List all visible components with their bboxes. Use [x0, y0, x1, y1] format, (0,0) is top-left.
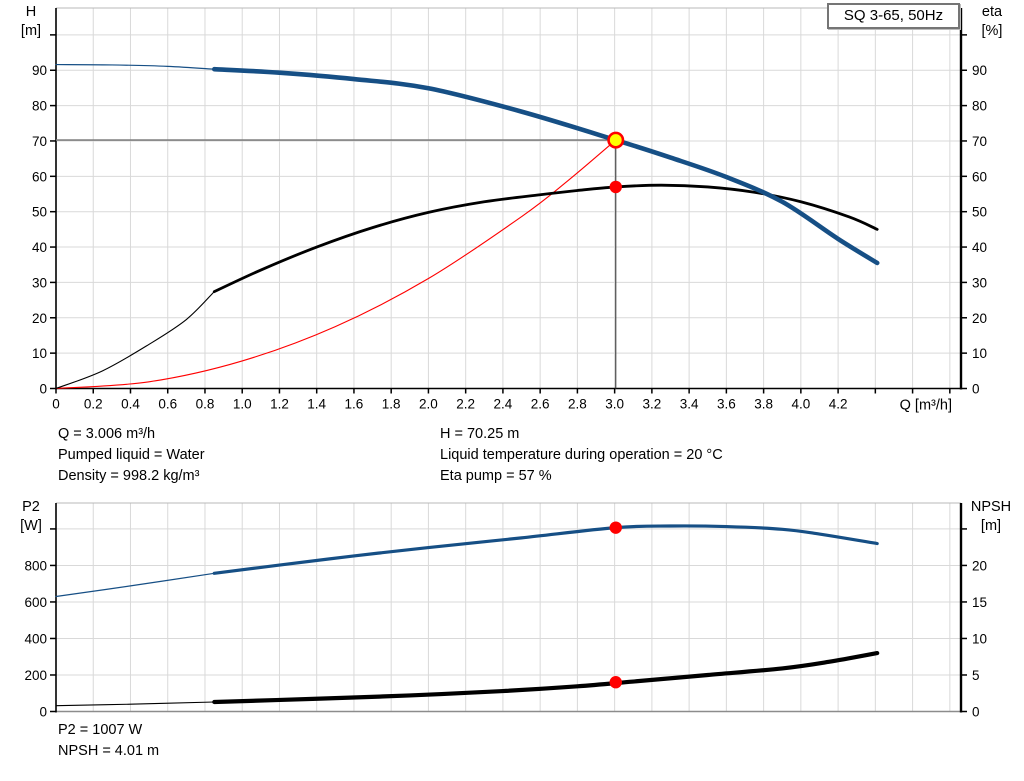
- x-axis-title: Q [m³/h]: [900, 398, 952, 414]
- x-tick-label: 3.6: [717, 397, 736, 412]
- left-tick-label: 40: [32, 240, 47, 255]
- right-tick-label: 50: [972, 205, 987, 220]
- p2-npsh-chart: 0 0 200 5 400 10 600 15 800 20: [24, 502, 987, 720]
- left-tick-label: 90: [32, 63, 47, 78]
- x-tick-label: 1.4: [307, 397, 326, 412]
- curve-h-curve-thin: [55, 63, 215, 70]
- right-tick-label: 0: [972, 382, 980, 397]
- right-tick-label: 10: [972, 631, 987, 646]
- x-tick-label: 3.8: [754, 397, 773, 412]
- left-tick-label: 10: [32, 346, 47, 361]
- x-tick-label: 3.2: [642, 397, 661, 412]
- left-axis-title-bottom: P2 [W]: [12, 498, 50, 536]
- x-tick-label: 0.2: [84, 397, 103, 412]
- right-axis-title-bottom: NPSH [m]: [962, 498, 1020, 536]
- x-tick-label: 2.0: [419, 397, 438, 412]
- right-tick-label: 5: [972, 668, 980, 683]
- curve-npsh-curve: [212, 650, 880, 705]
- curve-h-curve: [211, 66, 880, 266]
- x-tick-label: 3.4: [680, 397, 699, 412]
- curve-eta-curve-thin: [55, 291, 215, 390]
- info-temp: Liquid temperature during operation = 20…: [440, 447, 723, 463]
- x-tick-label: 1.8: [382, 397, 401, 412]
- right-axis-title-top: eta [%]: [970, 3, 1014, 41]
- x-tick-label: 1.6: [345, 397, 364, 412]
- x-tick-label: 0: [52, 397, 60, 412]
- x-tick-label: 0.6: [158, 397, 177, 412]
- info-h: H = 70.25 m: [440, 426, 520, 442]
- right-tick-label: 70: [972, 134, 987, 149]
- left-tick-label: 70: [32, 134, 47, 149]
- curve-p2-curve-thin: [55, 572, 215, 598]
- curve-system-curve-thin: [55, 139, 617, 390]
- left-tick-label: 20: [32, 311, 47, 326]
- info-liquid: Pumped liquid = Water: [58, 447, 205, 463]
- x-tick-label: 1.0: [233, 397, 252, 412]
- x-tick-label: 0.4: [121, 397, 140, 412]
- right-tick-label: 60: [972, 169, 987, 184]
- right-tick-label: 10: [972, 346, 987, 361]
- left-tick-label: 50: [32, 205, 47, 220]
- left-tick-label: 30: [32, 275, 47, 290]
- x-tick-label: 4.2: [829, 397, 848, 412]
- left-tick-label: 0: [39, 382, 47, 397]
- right-tick-label: 40: [972, 240, 987, 255]
- info-p2: P2 = 1007 W: [58, 722, 143, 738]
- right-tick-label: 15: [972, 595, 987, 610]
- info-q: Q = 3.006 m³/h: [58, 426, 156, 442]
- info-eta: Eta pump = 57 %: [440, 468, 552, 484]
- x-tick-label: 4.0: [791, 397, 810, 412]
- right-tick-label: 0: [972, 705, 980, 720]
- left-tick-label: 0: [39, 705, 47, 720]
- x-tick-label: 2.6: [531, 397, 550, 412]
- eta-axis-label: eta: [981, 4, 1003, 20]
- marker-duty-point: [607, 131, 625, 149]
- x-tick-label: 2.4: [494, 397, 513, 412]
- left-tick-label: 60: [32, 169, 47, 184]
- left-tick-label: 600: [24, 595, 47, 610]
- npsh-axis-label: NPSH: [970, 499, 1012, 515]
- curve-npsh-curve-thin: [55, 701, 215, 707]
- p2-axis-label: P2: [22, 499, 40, 515]
- marker-eta-point: [609, 180, 622, 194]
- x-tick-label: 3.0: [605, 397, 624, 412]
- marker-npsh-point: [609, 676, 622, 689]
- marker-p2-point: [609, 521, 622, 534]
- left-tick-label: 200: [24, 668, 47, 683]
- right-tick-label: 20: [972, 558, 987, 573]
- qh-eta-chart: 0 0.2 0.4 0.6 0.8 1.0 1.2 1.4 1.6 1.8 2.0 2.2 2.4 2.6…: [32, 7, 987, 414]
- left-tick-label: 80: [32, 99, 47, 114]
- x-tick-label: 2.2: [456, 397, 475, 412]
- left-tick-label: 400: [24, 631, 47, 646]
- info-density: Density = 998.2 kg/m³: [58, 468, 200, 484]
- info-npsh: NPSH = 4.01 m: [58, 743, 160, 759]
- eta-axis-unit: [%]: [981, 23, 1003, 39]
- right-tick-label: 80: [972, 99, 987, 114]
- left-axis-title-top: H [m]: [12, 3, 50, 41]
- x-tick-label: 2.8: [568, 397, 587, 412]
- curve-eta-curve: [212, 183, 879, 294]
- h-axis-unit: [m]: [20, 23, 42, 39]
- right-tick-label: 20: [972, 311, 987, 326]
- p2-axis-unit: [W]: [20, 518, 42, 534]
- right-tick-label: 90: [972, 63, 987, 78]
- left-tick-label: 800: [24, 558, 47, 573]
- h-axis-label: H: [25, 4, 37, 20]
- curve-p2-curve: [212, 524, 879, 575]
- npsh-axis-unit: [m]: [980, 518, 1002, 534]
- right-tick-label: 30: [972, 275, 987, 290]
- pump-model-badge: SQ 3-65, 50Hz: [827, 3, 960, 29]
- x-tick-label: 1.2: [270, 397, 289, 412]
- x-tick-label: 0.8: [196, 397, 215, 412]
